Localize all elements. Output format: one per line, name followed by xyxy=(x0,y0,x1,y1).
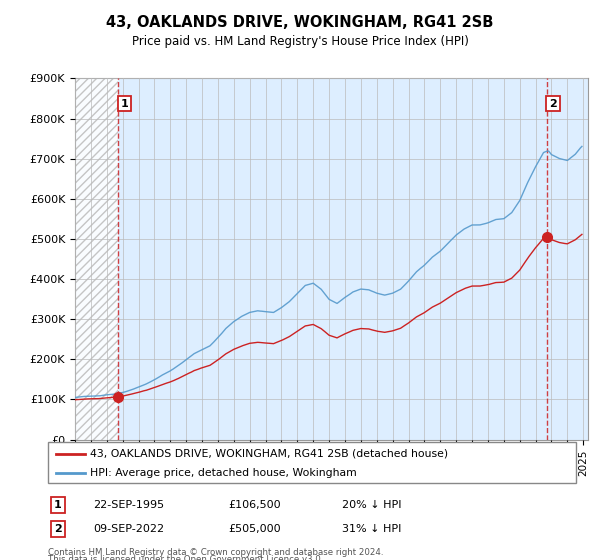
Text: £106,500: £106,500 xyxy=(228,500,281,510)
Text: 20% ↓ HPI: 20% ↓ HPI xyxy=(342,500,401,510)
Text: £505,000: £505,000 xyxy=(228,524,281,534)
Text: 22-SEP-1995: 22-SEP-1995 xyxy=(93,500,164,510)
Text: 43, OAKLANDS DRIVE, WOKINGHAM, RG41 2SB (detached house): 43, OAKLANDS DRIVE, WOKINGHAM, RG41 2SB … xyxy=(90,449,448,459)
Text: 1: 1 xyxy=(121,99,128,109)
Text: 09-SEP-2022: 09-SEP-2022 xyxy=(93,524,164,534)
Text: 2: 2 xyxy=(54,524,62,534)
Bar xyxy=(75,78,118,440)
Text: 1: 1 xyxy=(54,500,62,510)
Text: 31% ↓ HPI: 31% ↓ HPI xyxy=(342,524,401,534)
Text: 2: 2 xyxy=(549,99,557,109)
Text: 43, OAKLANDS DRIVE, WOKINGHAM, RG41 2SB: 43, OAKLANDS DRIVE, WOKINGHAM, RG41 2SB xyxy=(106,15,494,30)
Text: HPI: Average price, detached house, Wokingham: HPI: Average price, detached house, Woki… xyxy=(90,468,357,478)
Text: Price paid vs. HM Land Registry's House Price Index (HPI): Price paid vs. HM Land Registry's House … xyxy=(131,35,469,48)
FancyBboxPatch shape xyxy=(48,442,576,483)
Text: Contains HM Land Registry data © Crown copyright and database right 2024.: Contains HM Land Registry data © Crown c… xyxy=(48,548,383,557)
Text: This data is licensed under the Open Government Licence v3.0.: This data is licensed under the Open Gov… xyxy=(48,555,323,560)
